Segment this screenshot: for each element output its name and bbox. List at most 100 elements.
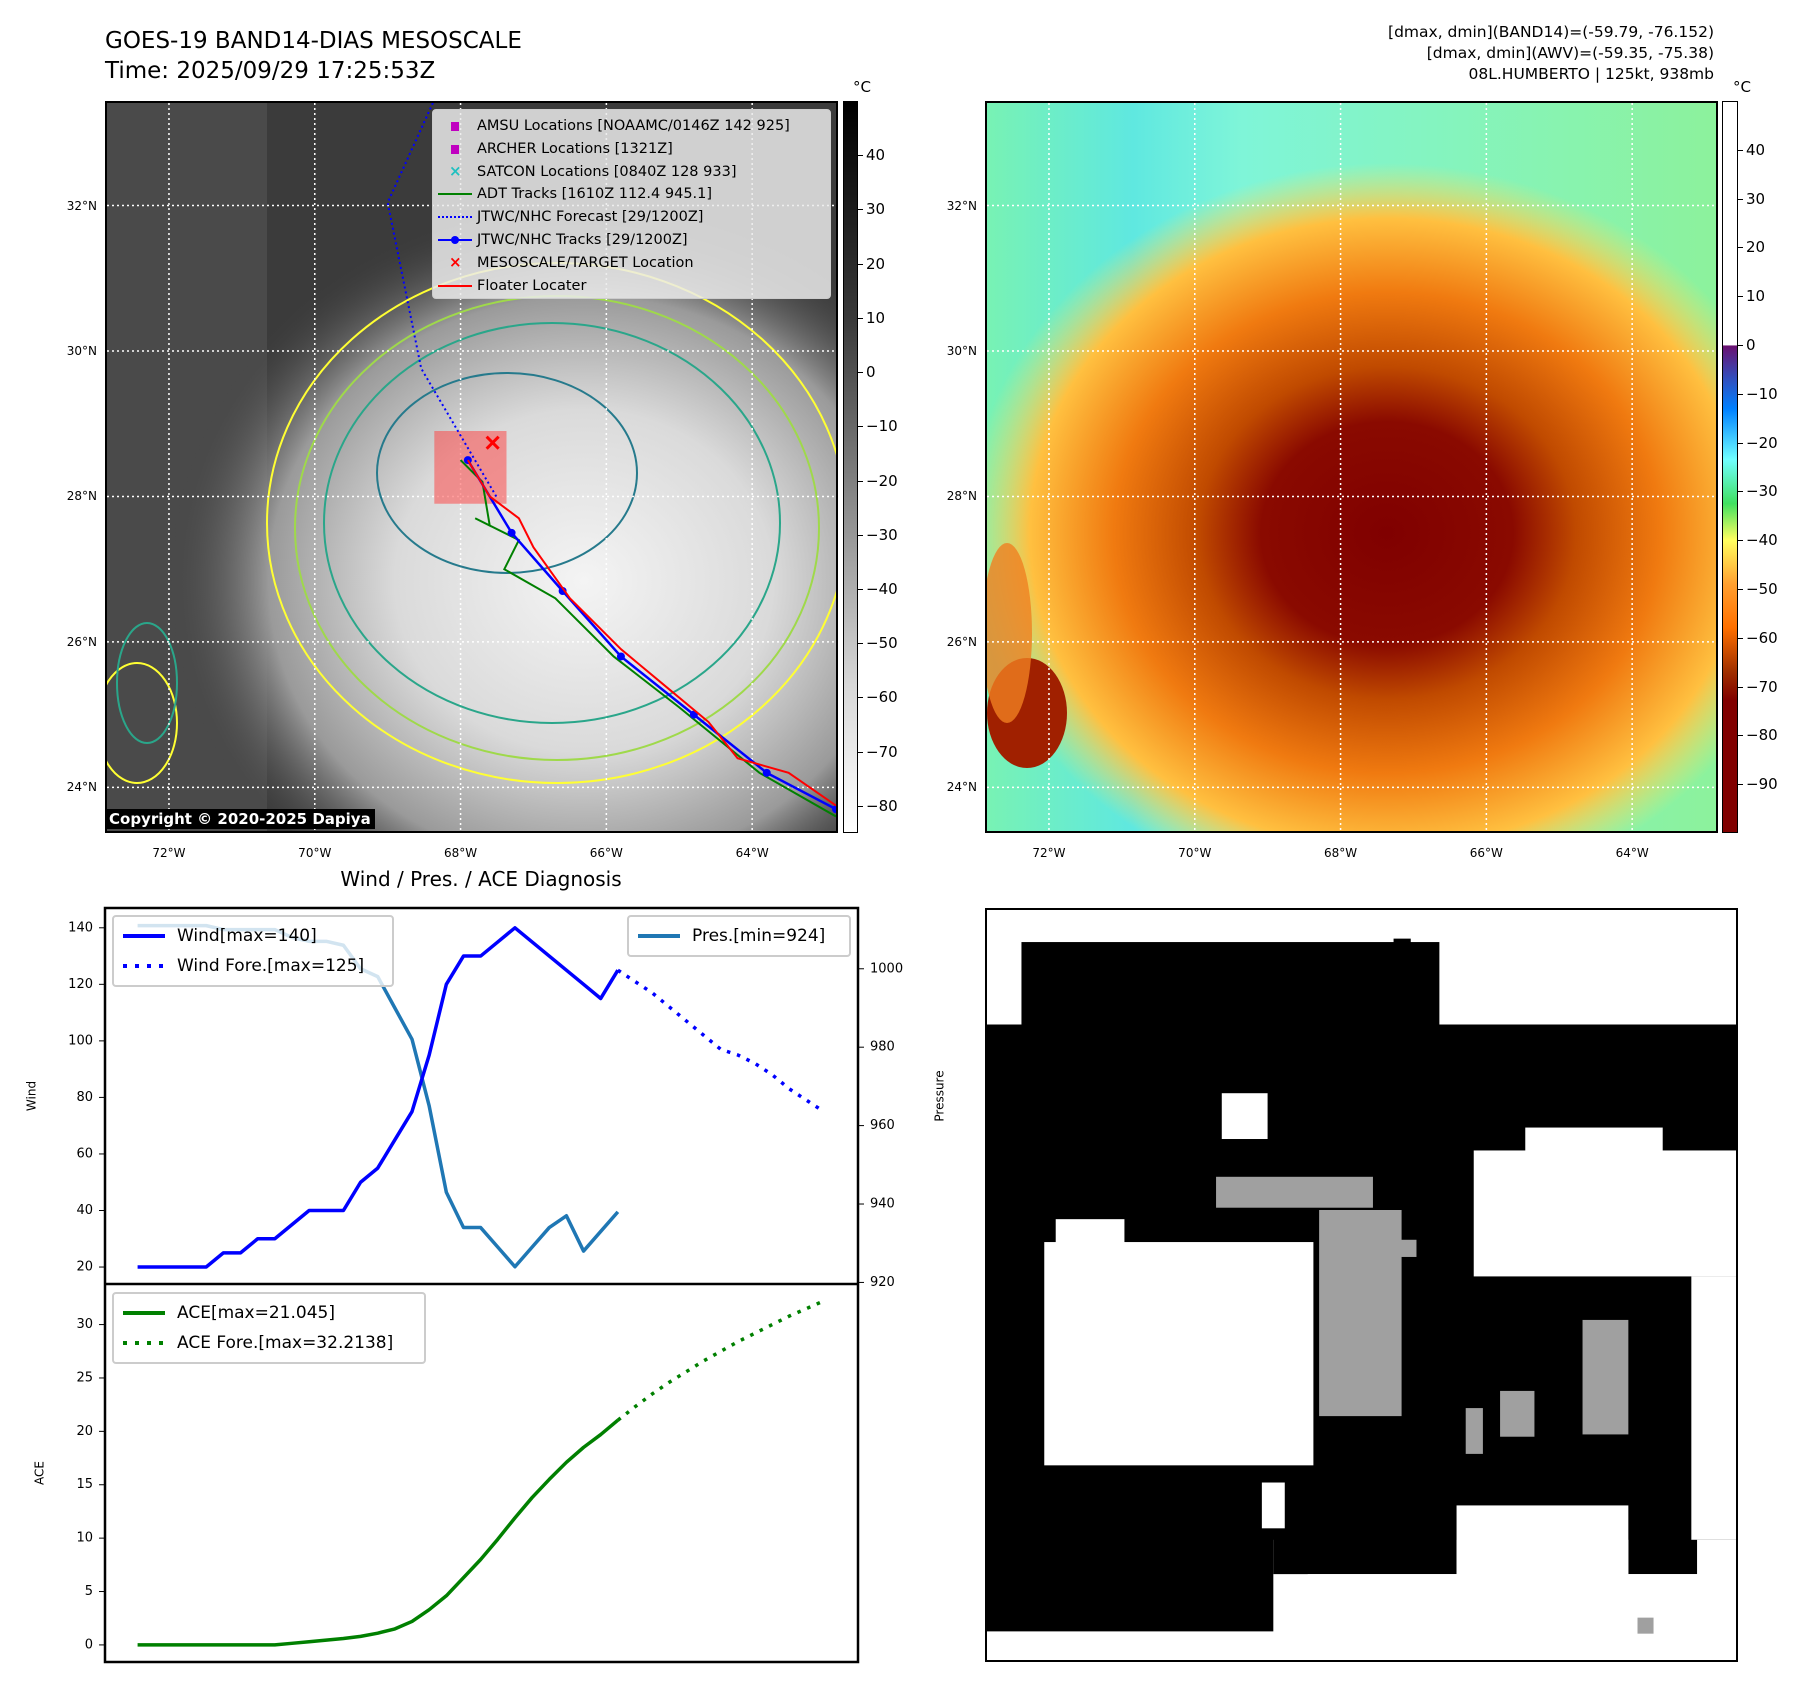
pressure-legend xyxy=(627,915,851,957)
band14-range: [dmax, dmin](BAND14)=(-59.79, -76.152) xyxy=(1388,23,1714,41)
ace-line xyxy=(137,1418,619,1647)
colorbar1-unit: °C xyxy=(853,78,871,96)
pressure-axis-label: Pressure xyxy=(933,1070,947,1121)
colorbar-tick-label: −80 xyxy=(1738,726,1778,745)
enhanced-ir-image xyxy=(987,103,1716,831)
ace-tick-label: 5 xyxy=(85,1584,93,1599)
floater-track xyxy=(466,459,836,807)
wind-forecast-line xyxy=(616,968,825,1114)
legend-item: ARCHER Locations [1321Z] xyxy=(433,138,673,160)
pressure-tick-label: 960 xyxy=(870,1118,895,1133)
legend-label: ACE[max=21.045] xyxy=(177,1303,335,1323)
colorbar-tick-label: 20 xyxy=(857,254,886,273)
colorbar-tick-label: −10 xyxy=(1738,384,1778,403)
target-box xyxy=(434,431,507,504)
pressure-tick-label: 920 xyxy=(870,1275,895,1290)
colorbar-tick-label: 40 xyxy=(857,146,886,165)
figure-title: GOES-19 BAND14-DIAS MESOSCALE Time: 2025… xyxy=(105,26,522,86)
lat-label: 24°N xyxy=(946,780,977,795)
legend-label: Wind[max=140] xyxy=(177,926,317,946)
wmg-mask-image xyxy=(987,910,1736,1660)
pressure-tick-label: 940 xyxy=(870,1197,895,1212)
colorbar-grayscale xyxy=(843,101,858,833)
lat-label: 24°N xyxy=(66,780,97,795)
legend-label: ARCHER Locations [1321Z] xyxy=(477,140,673,157)
legend-dotted-icon xyxy=(433,206,477,228)
legend-label: Floater Locater xyxy=(477,277,587,294)
colorbar-tick-label: −90 xyxy=(1738,775,1778,794)
lon-label: 68°W xyxy=(1323,846,1358,860)
lat-label: 30°N xyxy=(946,344,977,358)
lat-label: 32°N xyxy=(946,198,977,213)
colorbar-tick-label: −20 xyxy=(1738,433,1778,452)
storm-info: [dmax, dmin](BAND14)=(-59.79, -76.152) [… xyxy=(1388,22,1714,85)
copyright-label: Copyright © 2020-2025 Dapiya xyxy=(105,809,375,829)
wind-tick-label: 80 xyxy=(76,1090,93,1105)
wind-tick-label: 120 xyxy=(68,977,93,992)
jtwc-track-point xyxy=(507,528,516,537)
wmg-count-label: WMG Count: 0 xyxy=(1000,924,1153,946)
ace-tick-label: 15 xyxy=(76,1477,93,1492)
lon-label: 64°W xyxy=(1615,846,1649,860)
lat-label: 30°N xyxy=(66,344,97,358)
legend-label: ADT Tracks [1610Z 112.4 945.1] xyxy=(477,186,713,203)
lon-label: 72°W xyxy=(1032,846,1066,860)
legend-x-icon: × xyxy=(449,161,462,180)
colorbar-tick-label: 30 xyxy=(1737,189,1766,208)
legend-item: JTWC/NHC Tracks [29/1200Z] xyxy=(433,229,688,251)
colorbar-tick-label: 10 xyxy=(857,308,886,327)
colorbar-tick-label: −70 xyxy=(1738,677,1778,696)
wmg-panel xyxy=(985,908,1738,1662)
awv-range: [dmax, dmin](AWV)=(-59.35, -75.38) xyxy=(1426,44,1714,62)
colorbar-tick-label: −50 xyxy=(1738,580,1778,598)
legend-item: ADT Tracks [1610Z 112.4 945.1] xyxy=(433,183,712,205)
storm-tracks xyxy=(386,103,836,818)
colorbar-tick-label: 20 xyxy=(1737,238,1766,257)
lon-label: 70°W xyxy=(298,846,332,860)
legend-label: JTWC/NHC Forecast [29/1200Z] xyxy=(477,209,704,226)
wind-tick-label: 60 xyxy=(76,1146,93,1161)
timestamp: Time: 2025/09/29 17:25:53Z xyxy=(105,58,436,84)
colorbar-tick-label: −80 xyxy=(858,796,898,815)
ace-forecast-line xyxy=(616,1299,825,1422)
legend-label: Pres.[min=924] xyxy=(692,926,825,946)
colorbar-tick-label: 0 xyxy=(858,363,876,382)
ace-tick-label: 10 xyxy=(76,1531,93,1546)
lon-label: 64°W xyxy=(735,846,769,860)
jtwc-track-point xyxy=(832,805,836,814)
wind-axis-label: Wind xyxy=(25,1081,39,1111)
legend-line-dot-icon xyxy=(433,229,477,251)
lon-label: 66°W xyxy=(1469,846,1503,860)
ace-tick-label: 30 xyxy=(76,1317,93,1332)
colorbar-tick-label: −30 xyxy=(858,525,898,544)
colorbar-tick-label: 0 xyxy=(1738,336,1756,354)
legend-square-icon xyxy=(433,115,477,137)
legend-item: JTWC/NHC Forecast [29/1200Z] xyxy=(433,206,703,228)
wind-tick-label: 100 xyxy=(68,1033,93,1048)
pressure-tick-label: 1000 xyxy=(870,961,903,976)
wind-pres-ace-chart: 20 40 60 80 100 120 140 920 940 960 980 1000 0 5 10 15 2… xyxy=(25,906,947,1664)
pressure-tick-label: 980 xyxy=(870,1040,895,1055)
ace-tick-label: 25 xyxy=(76,1370,93,1385)
legend-label: ACE Fore.[max=32.2138] xyxy=(177,1333,393,1353)
colorbar-tick-label: −50 xyxy=(858,634,898,653)
wind-line xyxy=(137,926,620,1269)
map-gridlines xyxy=(987,103,1716,831)
lat-label: 26°N xyxy=(66,634,97,649)
enhanced-ir-map-panel xyxy=(985,101,1718,833)
ace-axis-label: ACE xyxy=(33,1461,47,1485)
ace-tick-label: 0 xyxy=(85,1637,93,1652)
legend-item: Floater Locater xyxy=(433,275,586,297)
legend-item: × SATCON Locations [0840Z 128 933] xyxy=(433,161,736,183)
legend-line-icon xyxy=(433,275,477,297)
colorbar2-unit: °C xyxy=(1733,78,1751,96)
colorbar-tick-label: −10 xyxy=(858,417,898,436)
jtwc-track-point xyxy=(558,587,567,595)
legend-item: AMSU Locations [NOAAMC/0146Z 142 925] xyxy=(433,115,790,137)
ace-legend xyxy=(112,1292,426,1364)
lat-label: 28°N xyxy=(946,489,977,504)
wind-tick-label: 140 xyxy=(68,920,93,935)
legend-label: Wind Fore.[max=125] xyxy=(177,956,364,976)
wind-tick-label: 40 xyxy=(76,1203,93,1218)
map-legend: AMSU Locations [NOAAMC/0146Z 142 925] ARC… xyxy=(432,109,831,299)
